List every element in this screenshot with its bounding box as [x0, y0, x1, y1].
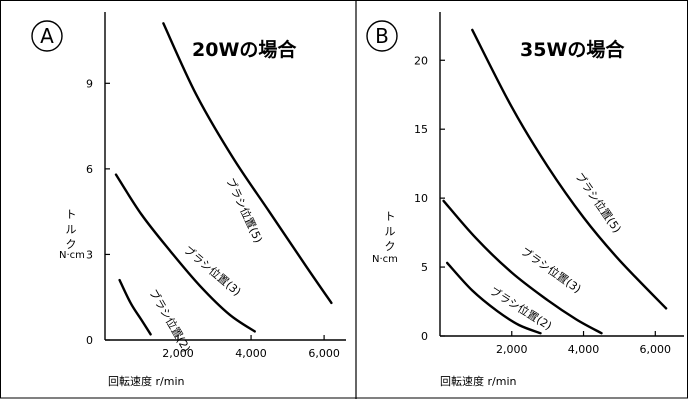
panel-b-title: 35Wの場合 — [520, 38, 625, 61]
panel-b-series-label: ブラシ位置(3) — [518, 244, 584, 296]
panel-a-x-tick-label: 4,000 — [235, 347, 267, 360]
panel-a-x-tick-label: 2,000 — [162, 347, 194, 360]
panel-b-x-tick-label: 2,000 — [496, 343, 528, 356]
panel-b-label: B — [375, 24, 389, 48]
panel-b-y-tick-label: 15 — [414, 123, 428, 136]
panel-b-y-axis-label-char: ル — [385, 225, 396, 238]
panel-a-y-axis-label-char: ル — [66, 223, 77, 236]
panel-a-title: 20Wの場合 — [192, 38, 297, 61]
panel-a-series-label: ブラシ位置(2) — [146, 287, 193, 355]
panel-b-y-tick-label: 20 — [414, 54, 428, 67]
panel-a-y-tick-label: 6 — [86, 163, 93, 176]
panel-a-y-tick-label: 3 — [86, 248, 93, 261]
panel-b-y-axis-unit: N·cm — [372, 254, 398, 265]
panel-b-y-tick-label: 0 — [421, 330, 428, 343]
panel-a-label-circle — [31, 20, 63, 52]
panel-b-y-axis-label-char: ク — [385, 240, 396, 253]
panel-a-y-axis-unit: N·cm — [59, 250, 85, 261]
panel-a-series-label: ブラシ位置(3) — [181, 243, 244, 299]
panel-b-y-tick-label: 5 — [421, 261, 428, 274]
panel-a-series-line — [162, 22, 333, 305]
panel-b-x-axis-label: 回転速度 r/min — [440, 374, 516, 388]
panel-b-y-axis-label-char: ト — [385, 210, 396, 223]
panel-a-y-tick-label: 0 — [86, 334, 93, 347]
panel-a-series-line — [118, 278, 152, 336]
panel-a-series-label: ブラシ位置(5) — [223, 175, 265, 245]
panel-b-x-tick-label: 6,000 — [640, 343, 672, 356]
panel-b-y-tick-label: 10 — [414, 192, 428, 205]
panel-b-series-line — [446, 261, 542, 335]
panel-b-series-line — [442, 199, 603, 335]
panel-a-x-axis-label: 回転速度 r/min — [108, 374, 184, 388]
panel-b-label-circle — [366, 20, 398, 52]
panel-a-label: A — [40, 24, 54, 48]
panel-a-y-axis-label-char: ク — [66, 238, 77, 251]
panel-a-y-axis-label-char: ト — [66, 208, 77, 221]
panel-a-x-tick-label: 6,000 — [308, 347, 340, 360]
panel-b-series-label: ブラシ位置(5) — [573, 170, 625, 236]
panel-a-series-line — [114, 173, 256, 333]
panel-a-y-tick-label: 9 — [86, 77, 93, 90]
panel-b-x-tick-label: 4,000 — [568, 343, 600, 356]
panel-b-series-line — [471, 28, 668, 310]
